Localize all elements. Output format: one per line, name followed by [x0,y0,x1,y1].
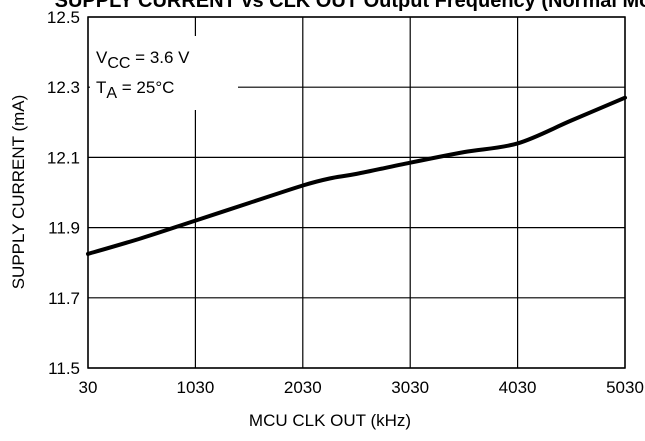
x-tick-label: 5030 [606,378,644,397]
y-tick-label: 11.9 [48,219,80,238]
y-tick-label: 12.3 [47,78,80,97]
y-tick-label: 12.5 [47,8,80,27]
y-axis-label: SUPPLY CURRENT (mA) [9,95,28,290]
plot-frame [87,16,626,369]
x-tick-label: 30 [79,378,98,397]
x-axis-label: MCU CLK OUT (kHz) [249,411,411,430]
vcc-subscript: CC [107,55,130,72]
annotation-vcc: VCC = 3.6 V [96,48,190,72]
annotation-ta: TA = 25°C [96,78,174,102]
chart-title: SUPPLY CURRENT vs CLK OUT Output Frequen… [55,0,645,12]
x-tick-label: 3030 [391,378,429,397]
vcc-value: = 3.6 V [130,48,190,67]
plot-area [86,95,627,256]
y-tick-label: 11.7 [48,289,80,308]
x-tick-label: 2030 [284,378,322,397]
y-tick-label: 12.1 [47,148,80,167]
ta-subscript: A [106,85,117,102]
x-tick-label: 1030 [176,378,214,397]
axes: 30 1030 2030 3030 4030 5030 11.5 11.7 11.9 12.1 12… [47,8,644,397]
ta-value: = 25°C [117,78,174,97]
vcc-symbol: V [96,48,108,67]
ta-symbol: T [96,78,106,97]
annotation-box [90,36,238,110]
y-tick-label: 11.5 [48,359,80,378]
series-line [86,95,627,256]
x-tick-label: 4030 [499,378,537,397]
